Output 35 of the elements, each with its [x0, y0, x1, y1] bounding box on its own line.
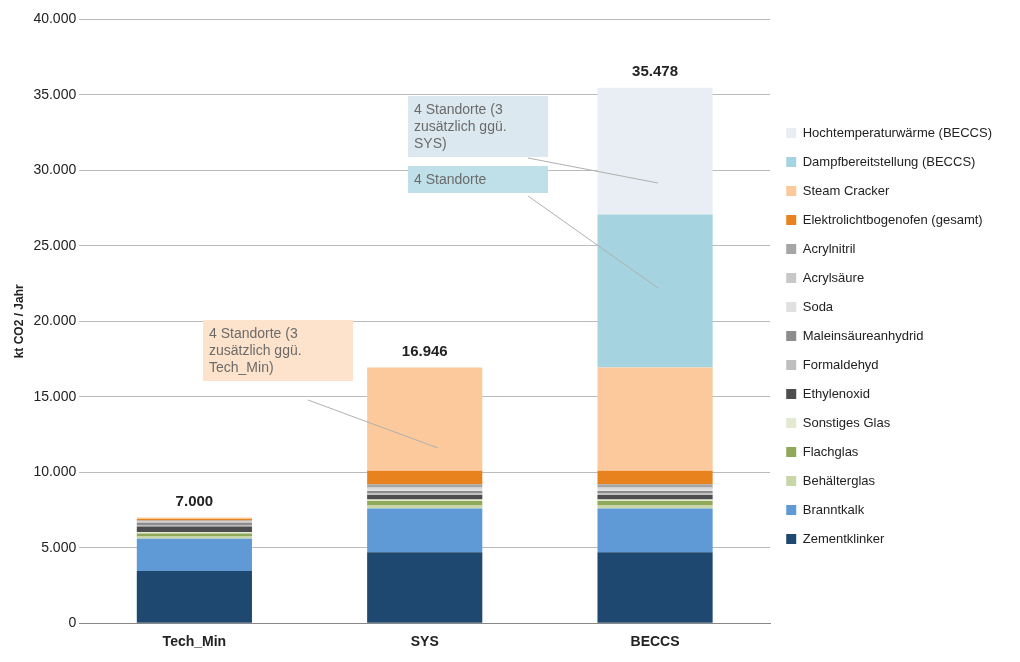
y-tick-label: 15.000 [33, 387, 77, 404]
x-tick-label: BECCS [630, 633, 680, 650]
total-label: 7.000 [175, 492, 214, 510]
legend-label: Flachglas [802, 443, 859, 459]
legend-label: Acrylsäure [802, 269, 865, 285]
legend-label: Dampfbereitstellung (BECCS) [802, 153, 976, 169]
legend-label: Soda [802, 298, 834, 314]
y-tick-label: 35.000 [33, 85, 77, 102]
y-tick-label: 10.000 [33, 463, 77, 480]
y-tick-label: 30.000 [33, 161, 77, 178]
legend-label: Zementklinker [802, 530, 886, 546]
y-axis-title: kt CO2 / Jahr [11, 283, 26, 359]
total-label: 16.946 [401, 342, 448, 360]
legend-label: Sonstiges Glas [802, 414, 891, 430]
y-tick-label: 20.000 [33, 312, 77, 329]
legend-label: Elektrolichtbogenofen (gesamt) [802, 211, 983, 227]
y-tick-label: 25.000 [33, 236, 77, 253]
legend-label: Formaldehyd [802, 356, 879, 372]
legend-label: Maleinsäureanhydrid [802, 327, 924, 343]
x-tick-label: SYS [410, 633, 439, 650]
y-tick-label: 0 [68, 614, 77, 631]
annotation: 4 Standorte (3 zusätzlich ggü. Tech_Min) [203, 320, 353, 381]
legend-label: Acrylnitril [802, 240, 856, 256]
legend-label: Steam Cracker [802, 182, 891, 198]
x-tick-label: Tech_Min [162, 633, 227, 650]
legend-label: Behälterglas [802, 472, 876, 488]
legend-label: Ethylenoxid [802, 385, 870, 401]
legend-label: Hochtemperaturwärme (BECCS) [802, 124, 993, 140]
total-label: 35.478 [632, 62, 678, 80]
y-tick-label: 40.000 [33, 10, 77, 27]
annotation: 4 Standorte [408, 166, 548, 193]
legend-label: Branntkalk [802, 501, 865, 517]
y-tick-label: 5.000 [41, 538, 77, 555]
annotation: 4 Standorte (3 zusätzlich ggü. SYS) [408, 96, 548, 157]
callout: 4 Standorte [407, 165, 659, 289]
